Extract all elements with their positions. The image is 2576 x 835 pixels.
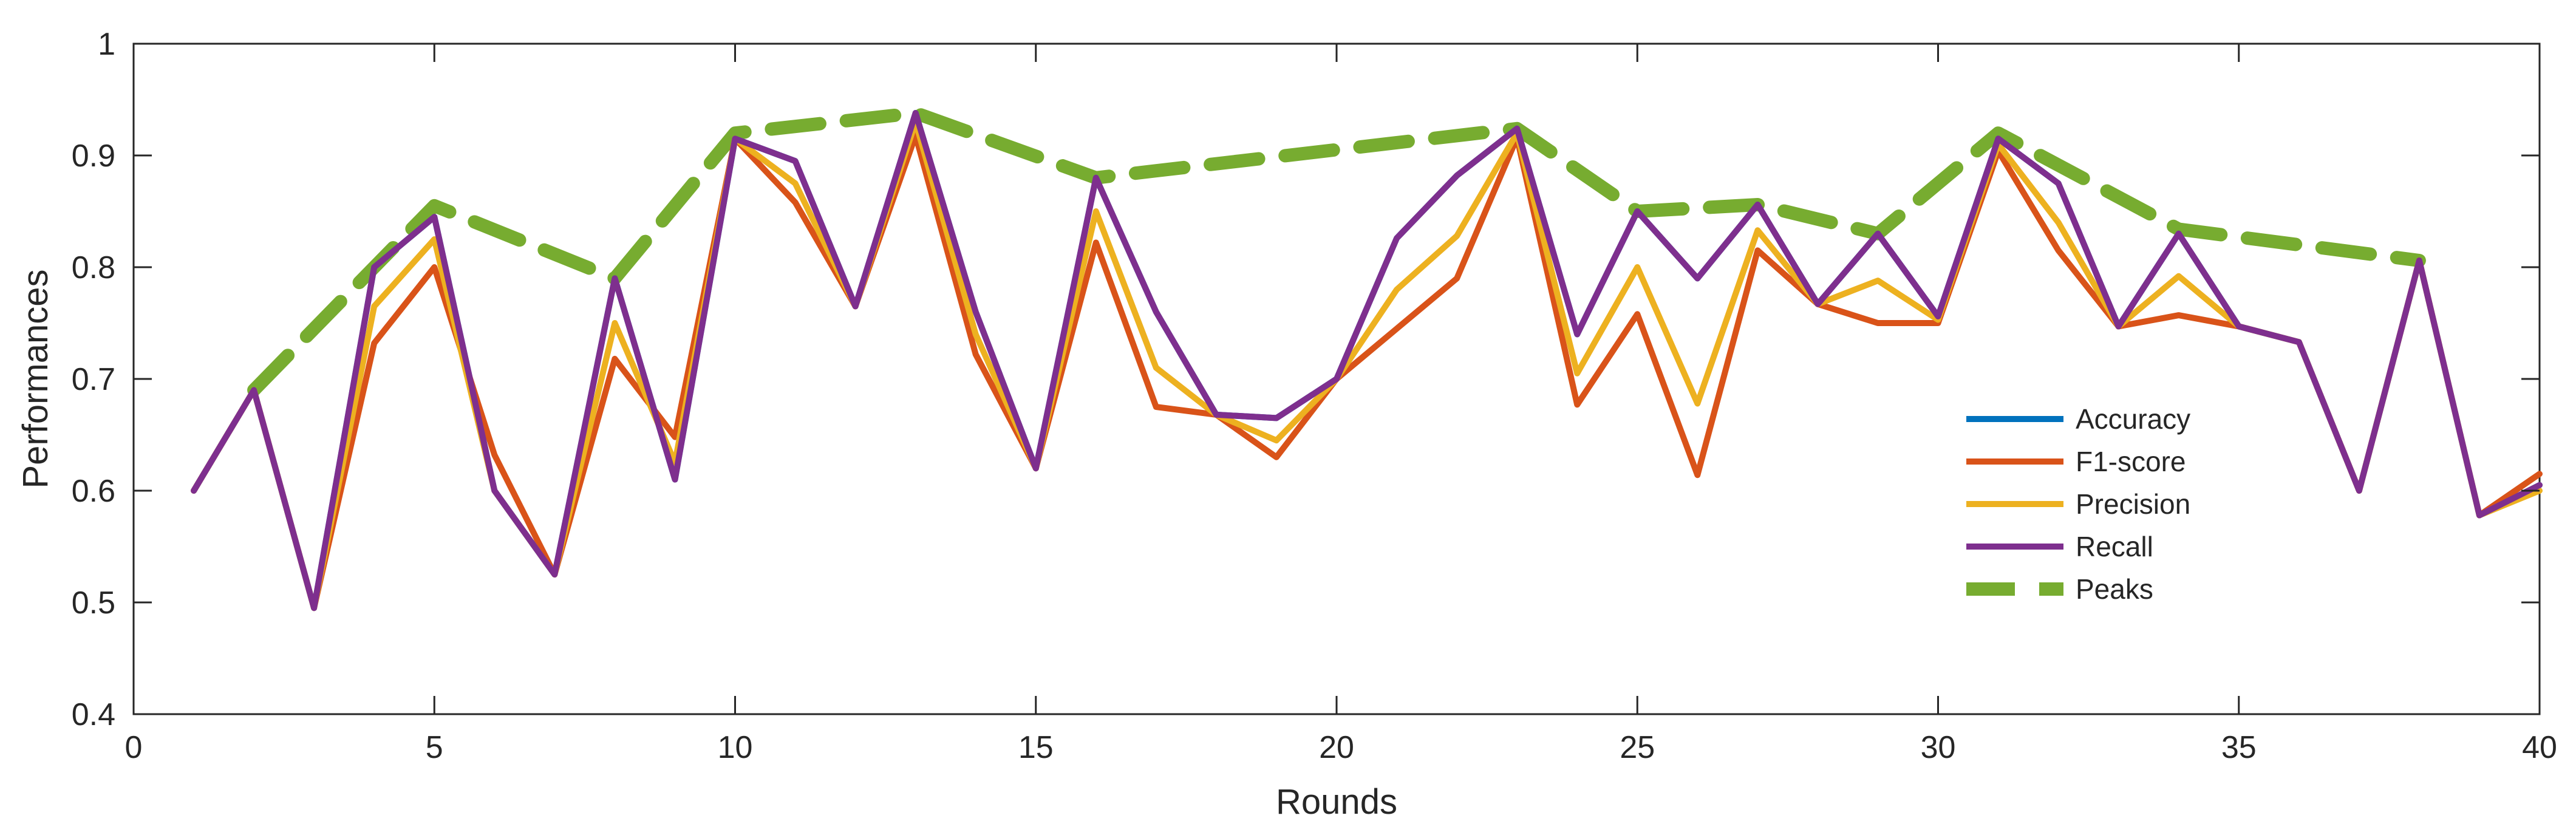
y-tick-label: 0.4 (72, 697, 115, 732)
x-tick-label: 5 (426, 730, 443, 765)
x-tick-label: 35 (2221, 730, 2257, 765)
x-tick-label: 10 (718, 730, 753, 765)
tick-layer: 0 5 10 15 20 25 30 35 40 0.4 0.5 0.6 0.7 0.8 0.9 1 (72, 27, 2557, 765)
y-tick-label: 1 (98, 27, 115, 62)
legend-label: Peaks (2076, 573, 2153, 605)
series-line-recall (191, 110, 2543, 612)
series-layer (191, 106, 2543, 612)
x-tick-label: 40 (2522, 730, 2557, 765)
y-tick-label: 0.8 (72, 250, 115, 285)
y-tick-label: 0.5 (72, 585, 115, 621)
y-tick-label: 0.7 (72, 362, 115, 397)
x-tick-label: 30 (1921, 730, 1956, 765)
y-tick-label: 0.9 (72, 138, 115, 174)
legend: Accuracy F1-score Precision Recall Peaks (1966, 403, 2190, 605)
series-line-precision (191, 118, 2543, 612)
x-tick-label: 25 (1620, 730, 1655, 765)
y-tick-label: 0.6 (72, 474, 115, 509)
legend-label: F1-score (2076, 446, 2186, 477)
series-line-f1-score (191, 132, 2543, 612)
x-tick-label: 20 (1319, 730, 1354, 765)
legend-label: Recall (2076, 531, 2153, 562)
x-tick-label: 15 (1018, 730, 1054, 765)
y-axis-title: Performances (16, 269, 55, 488)
x-tick-label: 0 (125, 730, 143, 765)
legend-label: Accuracy (2076, 403, 2190, 435)
x-axis-title: Rounds (1276, 782, 1397, 822)
legend-label: Precision (2076, 488, 2190, 520)
